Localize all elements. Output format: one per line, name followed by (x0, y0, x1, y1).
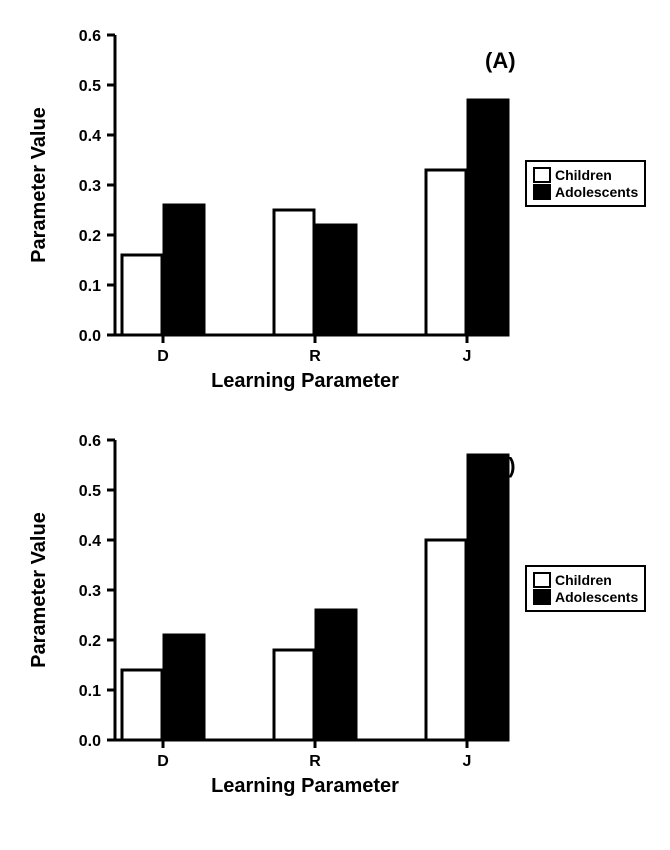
ytick-label: 0.5 (79, 483, 101, 500)
ytick-label: 0.1 (79, 278, 101, 295)
ytick-label: 0.3 (79, 178, 101, 195)
ytick-label: 0.2 (79, 228, 101, 245)
ytick-label: 0.4 (79, 533, 101, 550)
legend-label: Children (555, 572, 612, 588)
ytick-label: 0.0 (79, 328, 101, 345)
ytick-label: 0.4 (79, 128, 101, 145)
x-axis-label: Learning Parameter (211, 775, 399, 797)
legend-label: Adolescents (555, 184, 638, 200)
legend: ChildrenAdolescents (525, 160, 646, 207)
chart-1: 0.0 0.1 0.2 0.3 0.4 0.5 0.6 D R J Parameter Value L… (20, 425, 525, 800)
xtick-label: J (463, 753, 472, 770)
legend-swatch (533, 572, 551, 588)
legend-row: Adolescents (533, 589, 638, 605)
y-axis-label: Parameter Value (28, 512, 50, 668)
ytick-label: 0.2 (79, 633, 101, 650)
legend-row: Adolescents (533, 184, 638, 200)
bar-D-Adolescents (164, 205, 204, 335)
ytick-label: 0.5 (79, 78, 101, 95)
bar-J-Children (426, 170, 466, 335)
y-axis-label: Parameter Value (28, 107, 50, 263)
ytick-label: 0.3 (79, 583, 101, 600)
bar-R-Adolescents (316, 610, 356, 740)
legend-swatch (533, 589, 551, 605)
bar-D-Children (122, 255, 162, 335)
bar-J-Adolescents (468, 100, 508, 335)
xtick-label: D (157, 348, 169, 365)
xtick-label: R (309, 753, 321, 770)
legend-swatch (533, 167, 551, 183)
ytick-label: 0.0 (79, 733, 101, 750)
bar-R-Adolescents (316, 225, 356, 335)
legend-row: Children (533, 167, 638, 183)
bar-R-Children (274, 210, 314, 335)
charts-container: 0.0 0.1 0.2 0.3 0.4 0.5 0.6 D R J Parameter Value L… (20, 20, 650, 800)
ytick-label: 0.1 (79, 683, 101, 700)
chart-0: 0.0 0.1 0.2 0.3 0.4 0.5 0.6 D R J Parameter Value L… (20, 20, 525, 395)
xtick-label: R (309, 348, 321, 365)
bar-R-Children (274, 650, 314, 740)
chart-wrapper-0: 0.0 0.1 0.2 0.3 0.4 0.5 0.6 D R J Parameter Value L… (20, 20, 660, 395)
x-axis-label: Learning Parameter (211, 370, 399, 392)
ytick-label: 0.6 (79, 28, 101, 45)
legend-label: Adolescents (555, 589, 638, 605)
ytick-label: 0.6 (79, 433, 101, 450)
bar-J-Adolescents (468, 455, 508, 740)
legend-label: Children (555, 167, 612, 183)
panel-label: (B) (485, 453, 516, 479)
bar-J-Children (426, 540, 466, 740)
legend-swatch (533, 184, 551, 200)
legend: ChildrenAdolescents (525, 565, 646, 612)
xtick-label: D (157, 753, 169, 770)
xtick-label: J (463, 348, 472, 365)
legend-row: Children (533, 572, 638, 588)
bar-D-Children (122, 670, 162, 740)
panel-label: (A) (485, 48, 516, 74)
bar-D-Adolescents (164, 635, 204, 740)
chart-wrapper-1: 0.0 0.1 0.2 0.3 0.4 0.5 0.6 D R J Parameter Value L… (20, 425, 660, 800)
